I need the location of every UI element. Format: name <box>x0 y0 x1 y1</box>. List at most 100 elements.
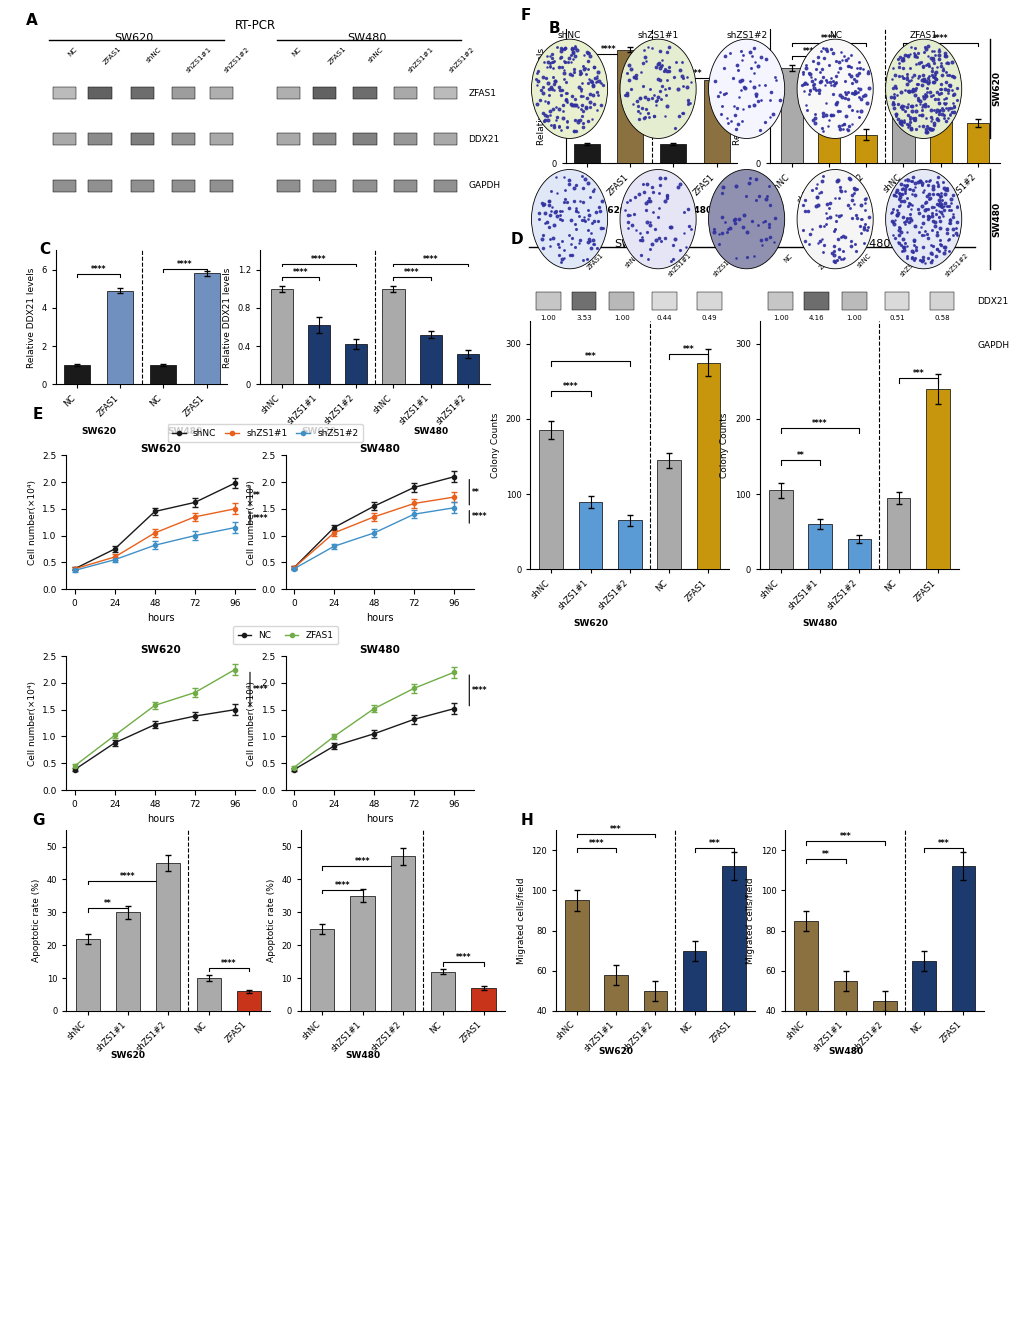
Text: 3.53: 3.53 <box>576 315 591 321</box>
Bar <box>703 80 729 163</box>
Y-axis label: Migrated cells/field: Migrated cells/field <box>745 877 754 964</box>
Text: F: F <box>520 8 530 23</box>
Bar <box>539 430 562 569</box>
Y-axis label: Apoptotic rate (%): Apoptotic rate (%) <box>266 878 275 963</box>
Text: E: E <box>33 407 43 422</box>
Text: ****: **** <box>253 686 268 694</box>
FancyBboxPatch shape <box>535 337 560 355</box>
Text: ****: **** <box>221 959 236 968</box>
Bar <box>574 145 599 163</box>
Bar <box>696 363 719 569</box>
FancyBboxPatch shape <box>89 134 112 146</box>
FancyBboxPatch shape <box>434 87 457 99</box>
Text: 1.00: 1.00 <box>772 315 788 321</box>
FancyBboxPatch shape <box>353 134 376 146</box>
Text: shZS1#2: shZS1#2 <box>726 31 766 40</box>
Bar <box>344 344 367 384</box>
Bar <box>471 988 495 1011</box>
Y-axis label: Colony Counts: Colony Counts <box>490 412 499 478</box>
Ellipse shape <box>708 170 784 269</box>
Text: shZS1#1: shZS1#1 <box>666 253 692 279</box>
Bar <box>794 921 817 1091</box>
Text: **: ** <box>796 451 803 461</box>
FancyBboxPatch shape <box>353 87 376 99</box>
Title: SW620: SW620 <box>141 645 180 655</box>
Text: ****: **** <box>932 33 948 43</box>
FancyBboxPatch shape <box>841 337 866 355</box>
Text: SW620: SW620 <box>81 427 116 437</box>
Ellipse shape <box>796 39 872 138</box>
FancyBboxPatch shape <box>697 292 721 311</box>
X-axis label: hours: hours <box>366 613 393 624</box>
Text: shNC: shNC <box>367 46 384 63</box>
Bar <box>768 490 792 569</box>
Y-axis label: Cell number(×10⁴): Cell number(×10⁴) <box>247 479 256 565</box>
FancyBboxPatch shape <box>313 179 336 191</box>
Bar <box>64 366 90 384</box>
Text: ***: *** <box>937 840 949 849</box>
Y-axis label: Apoptotic rate (%): Apoptotic rate (%) <box>32 878 41 963</box>
FancyBboxPatch shape <box>841 292 866 311</box>
Text: **: ** <box>104 898 112 908</box>
Bar <box>780 68 802 163</box>
Text: ZFAS1: ZFAS1 <box>102 46 122 66</box>
Text: ****: **** <box>588 840 603 849</box>
Text: ****: **** <box>253 514 268 522</box>
Bar <box>565 900 588 1091</box>
Legend: shNC, shZS1#1, shZS1#2: shNC, shZS1#1, shZS1#2 <box>167 424 363 442</box>
Text: ZFAS1: ZFAS1 <box>909 31 936 40</box>
Bar <box>892 68 914 163</box>
FancyBboxPatch shape <box>313 87 336 99</box>
Y-axis label: Cell number(×10⁴): Cell number(×10⁴) <box>28 680 37 766</box>
Legend: NC, ZFAS1: NC, ZFAS1 <box>232 627 338 644</box>
Text: SW620: SW620 <box>110 1051 146 1059</box>
Text: ****: **** <box>562 382 578 391</box>
Text: ***: *** <box>912 370 923 379</box>
Text: GAPDH: GAPDH <box>976 341 1009 351</box>
Text: shZS1#2: shZS1#2 <box>944 253 969 279</box>
Text: ****: **** <box>292 268 308 277</box>
Text: NC: NC <box>550 253 561 264</box>
Text: **: ** <box>472 487 479 497</box>
Bar <box>847 540 870 569</box>
FancyBboxPatch shape <box>767 337 792 355</box>
Text: SW620: SW620 <box>573 619 607 628</box>
Text: ****: **** <box>472 513 487 521</box>
Title: SW480: SW480 <box>359 445 400 454</box>
Text: shNC: shNC <box>557 31 581 40</box>
Text: shZS1#2: shZS1#2 <box>447 46 475 74</box>
Y-axis label: Relative ZFAS1 levels: Relative ZFAS1 levels <box>733 48 742 145</box>
Text: ****: **** <box>455 953 471 963</box>
Text: SW480: SW480 <box>344 1051 380 1059</box>
Text: SW480: SW480 <box>827 1047 862 1056</box>
Text: ****: **** <box>120 872 136 881</box>
FancyBboxPatch shape <box>651 292 677 311</box>
Text: ****: **** <box>177 260 193 269</box>
FancyBboxPatch shape <box>651 337 677 355</box>
Text: NC: NC <box>66 46 78 58</box>
Bar <box>951 866 974 1091</box>
Text: SW620: SW620 <box>598 1047 633 1056</box>
FancyBboxPatch shape <box>89 87 112 99</box>
Text: D: D <box>510 232 523 246</box>
FancyBboxPatch shape <box>393 134 417 146</box>
Bar <box>197 977 220 1011</box>
Text: shNC: shNC <box>624 253 640 269</box>
Bar <box>308 325 330 384</box>
Text: DDX21: DDX21 <box>976 297 1008 305</box>
Text: ****: **** <box>91 265 106 274</box>
FancyBboxPatch shape <box>171 87 195 99</box>
Bar <box>817 104 840 163</box>
X-axis label: hours: hours <box>366 814 393 825</box>
Bar <box>603 975 628 1091</box>
FancyBboxPatch shape <box>131 134 154 146</box>
FancyBboxPatch shape <box>571 337 596 355</box>
Text: 0.49: 0.49 <box>701 315 716 321</box>
Text: ****: **** <box>820 33 836 43</box>
Bar <box>116 912 140 1011</box>
Text: ****: **** <box>355 857 370 866</box>
Bar <box>925 388 949 569</box>
FancyBboxPatch shape <box>928 292 954 311</box>
Y-axis label: Relative DDX21 levels: Relative DDX21 levels <box>28 268 36 367</box>
Ellipse shape <box>531 170 607 269</box>
